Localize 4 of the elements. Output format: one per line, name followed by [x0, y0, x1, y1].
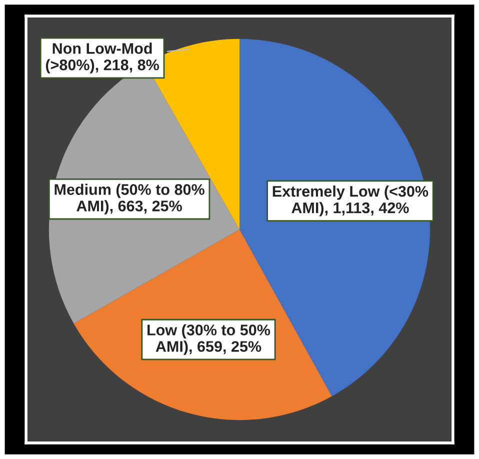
slice-label: Low (30% to 50% AMI), 659, 25% — [148, 324, 270, 355]
slice-label: Medium (50% to 80% AMI), 663, 25% — [54, 184, 204, 214]
slice-label: Extremely Low (<30% AMI), 1,113, 42% — [272, 186, 428, 216]
slice-label: Non Low-Mod (>80%), 218, 8% — [46, 42, 160, 74]
